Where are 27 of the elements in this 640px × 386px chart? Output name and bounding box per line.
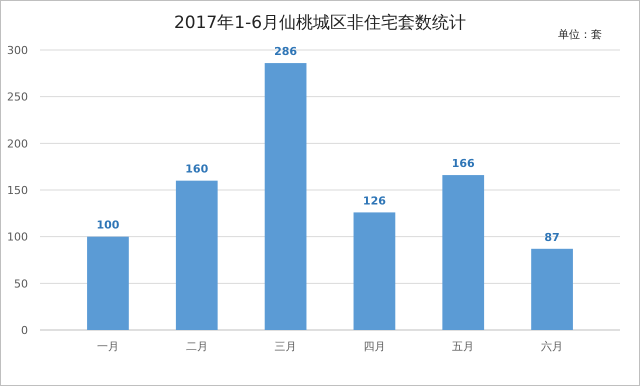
text: 单位：套: [558, 28, 602, 41]
x-tick-label: 四月: [363, 340, 386, 353]
y-tick-label: 150: [7, 184, 28, 197]
x-tick-label: 五月: [452, 340, 474, 353]
y-tick-label: 50: [14, 277, 28, 290]
y-tick-label: 100: [7, 230, 28, 244]
bar: [176, 180, 218, 330]
data-label: 166: [452, 157, 476, 170]
data-label: 160: [185, 162, 209, 176]
data-label: 126: [362, 194, 386, 208]
bar: [264, 63, 306, 330]
x-tick-label: 一月: [96, 340, 119, 353]
data-label: 286: [274, 45, 298, 58]
data-label: 100: [96, 218, 120, 232]
y-tick-label: 250: [7, 90, 28, 104]
y-tick-label: 300: [7, 44, 28, 57]
data-label: 87: [544, 230, 560, 244]
x-tick-label: 三月: [274, 340, 297, 353]
bar: [442, 175, 484, 330]
bar: [531, 248, 573, 330]
bar: [87, 236, 129, 330]
x-tick-label: 六月: [541, 340, 564, 353]
y-tick-label: 0: [21, 324, 28, 337]
chart-title: 2017年1-6月仙桃城区非住宅套数统计: [174, 13, 466, 33]
x-tick-label: 二月: [186, 340, 208, 353]
y-tick-label: 200: [7, 137, 28, 150]
bar: [354, 212, 396, 330]
